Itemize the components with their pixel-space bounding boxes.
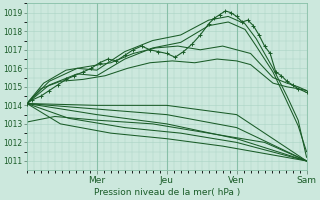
X-axis label: Pression niveau de la mer( hPa ): Pression niveau de la mer( hPa ) <box>93 188 240 197</box>
